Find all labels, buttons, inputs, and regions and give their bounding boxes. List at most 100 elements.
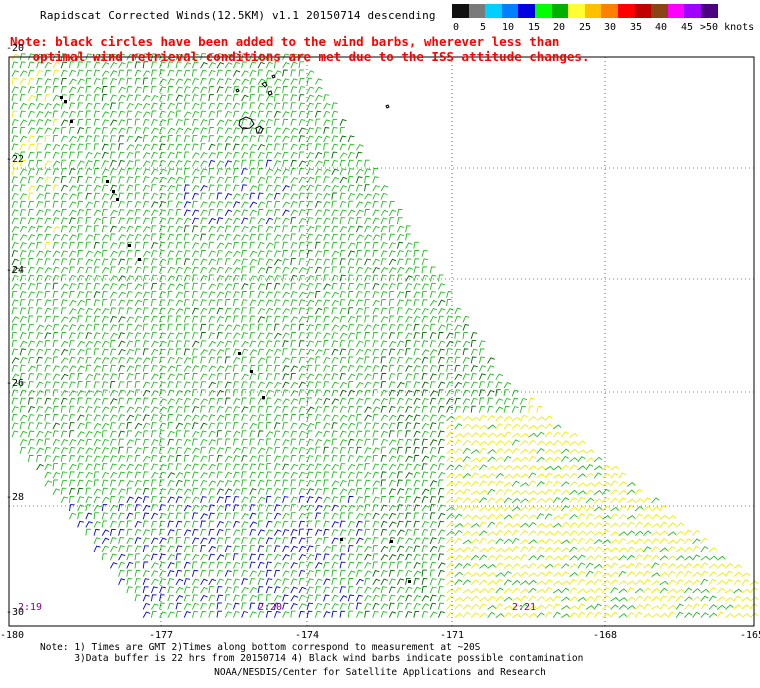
- wind-barb: [60, 126, 67, 134]
- wind-barb: [77, 324, 85, 331]
- wind-barb: [347, 446, 355, 454]
- wind-barb: [692, 579, 701, 586]
- wind-barb: [101, 234, 110, 241]
- wind-barb: [602, 595, 610, 602]
- wind-barb: [249, 488, 257, 495]
- wind-barb: [569, 530, 578, 536]
- wind-barb: [183, 569, 190, 577]
- wind-barb: [191, 291, 198, 298]
- wind-barb: [233, 267, 241, 274]
- wind-barb: [249, 332, 256, 339]
- note-line: optimal wind retrieval conditions are me…: [10, 49, 590, 64]
- wind-barb: [241, 569, 249, 577]
- wind-barb: [643, 497, 652, 504]
- wind-barb: [323, 274, 329, 282]
- wind-barb: [479, 563, 488, 569]
- wind-barb: [626, 596, 636, 602]
- wind-barb: [126, 69, 133, 77]
- wind-barb: [487, 488, 496, 495]
- wind-barb: [167, 275, 176, 282]
- wind-barb: [134, 118, 140, 126]
- wind-barb: [241, 521, 249, 528]
- wind-barb: [355, 520, 363, 528]
- wind-barb: [191, 561, 198, 569]
- wind-barb: [19, 439, 28, 446]
- wind-barb: [298, 603, 307, 610]
- wind-barb: [241, 381, 248, 389]
- wind-barb: [593, 522, 603, 528]
- wind-barb: [413, 528, 420, 536]
- wind-barb: [208, 602, 216, 610]
- wind-barb: [151, 603, 159, 610]
- wind-barb: [528, 612, 537, 618]
- wind-barb: [159, 561, 166, 569]
- wind-barb: [200, 94, 206, 102]
- wind-barb: [142, 529, 150, 536]
- wind-barb: [191, 225, 199, 233]
- wind-barb: [274, 578, 282, 586]
- wind-barb: [93, 250, 102, 258]
- wind-barb: [470, 440, 480, 446]
- wind-barb: [339, 135, 347, 143]
- wind-barb: [273, 241, 280, 249]
- wind-barb: [19, 332, 27, 339]
- wind-barb: [241, 504, 248, 512]
- wind-barb: [68, 471, 75, 479]
- wind-barb: [339, 529, 347, 536]
- wind-barb: [569, 489, 578, 495]
- wind-barb: [167, 168, 175, 175]
- wind-barb: [11, 414, 18, 421]
- wind-barb: [479, 571, 488, 577]
- wind-barb: [19, 430, 28, 438]
- wind-barb: [142, 496, 150, 503]
- wind-barb: [183, 504, 192, 512]
- wind-barb: [216, 200, 224, 208]
- wind-barb: [192, 168, 200, 176]
- wind-barb: [175, 308, 184, 315]
- wind-barb: [249, 282, 256, 290]
- wind-barb: [355, 151, 363, 159]
- wind-barb: [183, 225, 190, 233]
- wind-barb: [421, 299, 428, 307]
- wind-barb: [552, 465, 562, 471]
- wind-barb: [577, 482, 587, 487]
- wind-barb: [118, 119, 126, 126]
- wind-barb: [331, 610, 338, 618]
- wind-barb: [470, 523, 480, 528]
- wind-barb: [175, 69, 183, 77]
- wind-barb: [355, 331, 362, 339]
- wind-barb: [725, 588, 734, 594]
- wind-barb: [503, 605, 513, 610]
- wind-barb: [413, 414, 421, 421]
- wind-barb: [347, 364, 355, 372]
- wind-barb: [233, 217, 241, 225]
- wind-barb: [126, 94, 134, 102]
- wind-barb: [265, 438, 272, 446]
- wind-barb: [569, 555, 578, 561]
- wind-barb: [561, 522, 570, 528]
- wind-barb: [126, 110, 133, 118]
- wind-barb: [602, 472, 611, 479]
- wind-barb: [503, 506, 513, 512]
- wind-barb: [569, 464, 578, 471]
- wind-barb: [405, 545, 413, 553]
- wind-barb: [249, 577, 256, 585]
- wind-barb: [126, 258, 133, 266]
- wind-barb: [659, 547, 669, 553]
- wind-barb: [651, 613, 660, 618]
- wind-barb: [44, 282, 51, 290]
- wind-barb: [27, 258, 34, 266]
- wind-barb: [544, 448, 554, 454]
- wind-barb: [380, 299, 386, 307]
- wind-barb: [462, 331, 468, 339]
- wind-barb: [241, 471, 247, 479]
- wind-barb: [700, 603, 709, 610]
- wind-barb: [36, 274, 43, 282]
- wind-barb: [167, 110, 175, 118]
- wind-barb: [675, 530, 685, 536]
- wind-barb: [200, 152, 208, 159]
- wind-barb: [200, 266, 208, 274]
- wind-barb: [19, 86, 27, 93]
- wind-barb: [487, 389, 495, 397]
- wind-barb: [265, 258, 273, 266]
